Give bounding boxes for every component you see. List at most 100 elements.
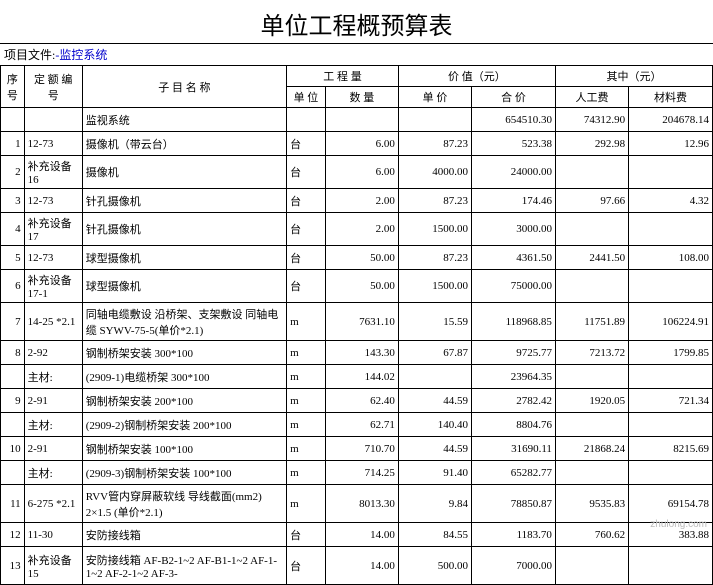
cell-price: 140.40 xyxy=(398,413,471,437)
cell-mat: 8215.69 xyxy=(629,437,713,461)
cell-qty: 6.00 xyxy=(325,132,398,156)
project-value: -监控系统 xyxy=(55,48,107,62)
cell-code: 11-30 xyxy=(24,523,82,547)
cell-seq: 2 xyxy=(1,156,25,189)
cell-mat: 12.96 xyxy=(629,132,713,156)
cell-price: 1500.00 xyxy=(398,213,471,246)
project-file: 项目文件:-监控系统 xyxy=(0,44,713,65)
cell-labor: 1920.05 xyxy=(555,389,628,413)
cell-mat xyxy=(629,156,713,189)
cell-name: (2909-1)电缆桥架 300*100 xyxy=(82,365,286,389)
cell-unit: m xyxy=(287,413,326,437)
header-name: 子 目 名 称 xyxy=(82,66,286,108)
cell-unit: 台 xyxy=(287,189,326,213)
cell-mat: 106224.91 xyxy=(629,303,713,341)
cell-seq: 8 xyxy=(1,341,25,365)
cell-seq xyxy=(1,108,25,132)
cell-seq: 11 xyxy=(1,485,25,523)
cell-labor: 2441.50 xyxy=(555,246,628,270)
cell-unit: 台 xyxy=(287,547,326,585)
cell-unit: 台 xyxy=(287,270,326,303)
cell-code: 补充设备15 xyxy=(24,547,82,585)
cell-total: 75000.00 xyxy=(472,270,556,303)
header-price: 单 价 xyxy=(398,87,471,108)
cell-mat: 4.32 xyxy=(629,189,713,213)
cell-price: 67.87 xyxy=(398,341,471,365)
table-row: 2补充设备16摄像机台6.004000.0024000.00 xyxy=(1,156,713,189)
cell-unit: m xyxy=(287,303,326,341)
cell-unit: 台 xyxy=(287,156,326,189)
cell-seq: 4 xyxy=(1,213,25,246)
table-row: 116-275 *2.1RVV管内穿屏蔽软线 导线截面(mm2) 2×1.5 (… xyxy=(1,485,713,523)
cell-total: 24000.00 xyxy=(472,156,556,189)
cell-mat: 204678.14 xyxy=(629,108,713,132)
cell-qty: 8013.30 xyxy=(325,485,398,523)
table-row: 92-91钢制桥架安装 200*100m62.4044.592782.42192… xyxy=(1,389,713,413)
cell-labor xyxy=(555,365,628,389)
cell-code: 6-275 *2.1 xyxy=(24,485,82,523)
cell-mat: 108.00 xyxy=(629,246,713,270)
cell-price: 87.23 xyxy=(398,189,471,213)
cell-labor xyxy=(555,213,628,246)
cell-name: 针孔摄像机 xyxy=(82,189,286,213)
cell-qty: 62.40 xyxy=(325,389,398,413)
cell-total: 654510.30 xyxy=(472,108,556,132)
cell-name: 安防接线箱 AF-B2-1~2 AF-B1-1~2 AF-1-1~2 AF-2-… xyxy=(82,547,286,585)
header-qty: 数 量 xyxy=(325,87,398,108)
cell-name: 球型摄像机 xyxy=(82,270,286,303)
cell-code xyxy=(24,108,82,132)
table-row: 82-92钢制桥架安装 300*100m143.3067.879725.7772… xyxy=(1,341,713,365)
cell-price: 87.23 xyxy=(398,246,471,270)
header-value-group: 价 值（元） xyxy=(398,66,555,87)
cell-seq: 6 xyxy=(1,270,25,303)
cell-price: 84.55 xyxy=(398,523,471,547)
cell-code: 主材: xyxy=(24,365,82,389)
cell-unit: 台 xyxy=(287,213,326,246)
cell-seq xyxy=(1,461,25,485)
header-unit: 单 位 xyxy=(287,87,326,108)
cell-mat xyxy=(629,547,713,585)
cell-name: 摄像机 xyxy=(82,156,286,189)
cell-labor: 292.98 xyxy=(555,132,628,156)
table-row: 112-73摄像机（带云台）台6.0087.23523.38292.9812.9… xyxy=(1,132,713,156)
cell-labor: 9535.83 xyxy=(555,485,628,523)
cell-qty: 2.00 xyxy=(325,189,398,213)
cell-price: 91.40 xyxy=(398,461,471,485)
cell-total: 3000.00 xyxy=(472,213,556,246)
cell-total: 118968.85 xyxy=(472,303,556,341)
cell-seq xyxy=(1,365,25,389)
cell-price xyxy=(398,365,471,389)
cell-price: 1500.00 xyxy=(398,270,471,303)
cell-qty: 14.00 xyxy=(325,547,398,585)
cell-seq xyxy=(1,413,25,437)
table-header: 序号 定 额 编 号 子 目 名 称 工 程 量 价 值（元） 其中（元） 单 … xyxy=(1,66,713,108)
cell-price: 9.84 xyxy=(398,485,471,523)
table-row: 312-73针孔摄像机台2.0087.23174.4697.664.32 xyxy=(1,189,713,213)
cell-code: 2-91 xyxy=(24,437,82,461)
cell-total: 4361.50 xyxy=(472,246,556,270)
cell-seq: 9 xyxy=(1,389,25,413)
cell-seq: 7 xyxy=(1,303,25,341)
cell-mat: 1799.85 xyxy=(629,341,713,365)
cell-mat xyxy=(629,213,713,246)
table-row: 6补充设备17-1球型摄像机台50.001500.0075000.00 xyxy=(1,270,713,303)
cell-total: 7000.00 xyxy=(472,547,556,585)
cell-name: 安防接线箱 xyxy=(82,523,286,547)
budget-table: 序号 定 额 编 号 子 目 名 称 工 程 量 价 值（元） 其中（元） 单 … xyxy=(0,65,713,585)
cell-unit: 台 xyxy=(287,523,326,547)
cell-name: 摄像机（带云台） xyxy=(82,132,286,156)
cell-labor: 21868.24 xyxy=(555,437,628,461)
cell-code: 2-91 xyxy=(24,389,82,413)
cell-labor xyxy=(555,547,628,585)
cell-unit: m xyxy=(287,437,326,461)
table-row: 102-91钢制桥架安装 100*100m710.7044.5931690.11… xyxy=(1,437,713,461)
cell-name: 监视系统 xyxy=(82,108,286,132)
cell-name: 钢制桥架安装 300*100 xyxy=(82,341,286,365)
header-seq: 序号 xyxy=(1,66,25,108)
cell-seq: 10 xyxy=(1,437,25,461)
cell-price: 4000.00 xyxy=(398,156,471,189)
table-row: 714-25 *2.1同轴电缆敷设 沿桥架、支架敷设 同轴电缆 SYWV-75-… xyxy=(1,303,713,341)
cell-labor xyxy=(555,270,628,303)
cell-code: 14-25 *2.1 xyxy=(24,303,82,341)
cell-unit: m xyxy=(287,341,326,365)
